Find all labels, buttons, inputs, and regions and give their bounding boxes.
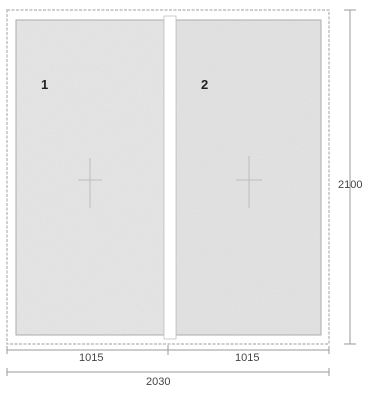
total-width-label: 2030 [146,376,170,388]
panel-1: 1 [15,19,165,336]
panel-1-crosshair-icon [78,158,102,208]
height-dimension-label: 2100 [338,179,362,191]
panel-2-number: 2 [201,77,208,92]
panel-width-dimension-line [6,345,330,355]
panel-2-crosshair-icon [236,156,262,208]
center-mullion [163,15,177,340]
total-width-dimension-line [6,368,330,376]
panel-2: 2 [175,19,322,336]
panel-1-width-label: 1015 [79,352,103,364]
height-dimension [344,9,356,345]
panel-2-width-label: 1015 [235,352,259,364]
outer-frame [6,9,330,345]
panel-1-number: 1 [41,77,48,92]
